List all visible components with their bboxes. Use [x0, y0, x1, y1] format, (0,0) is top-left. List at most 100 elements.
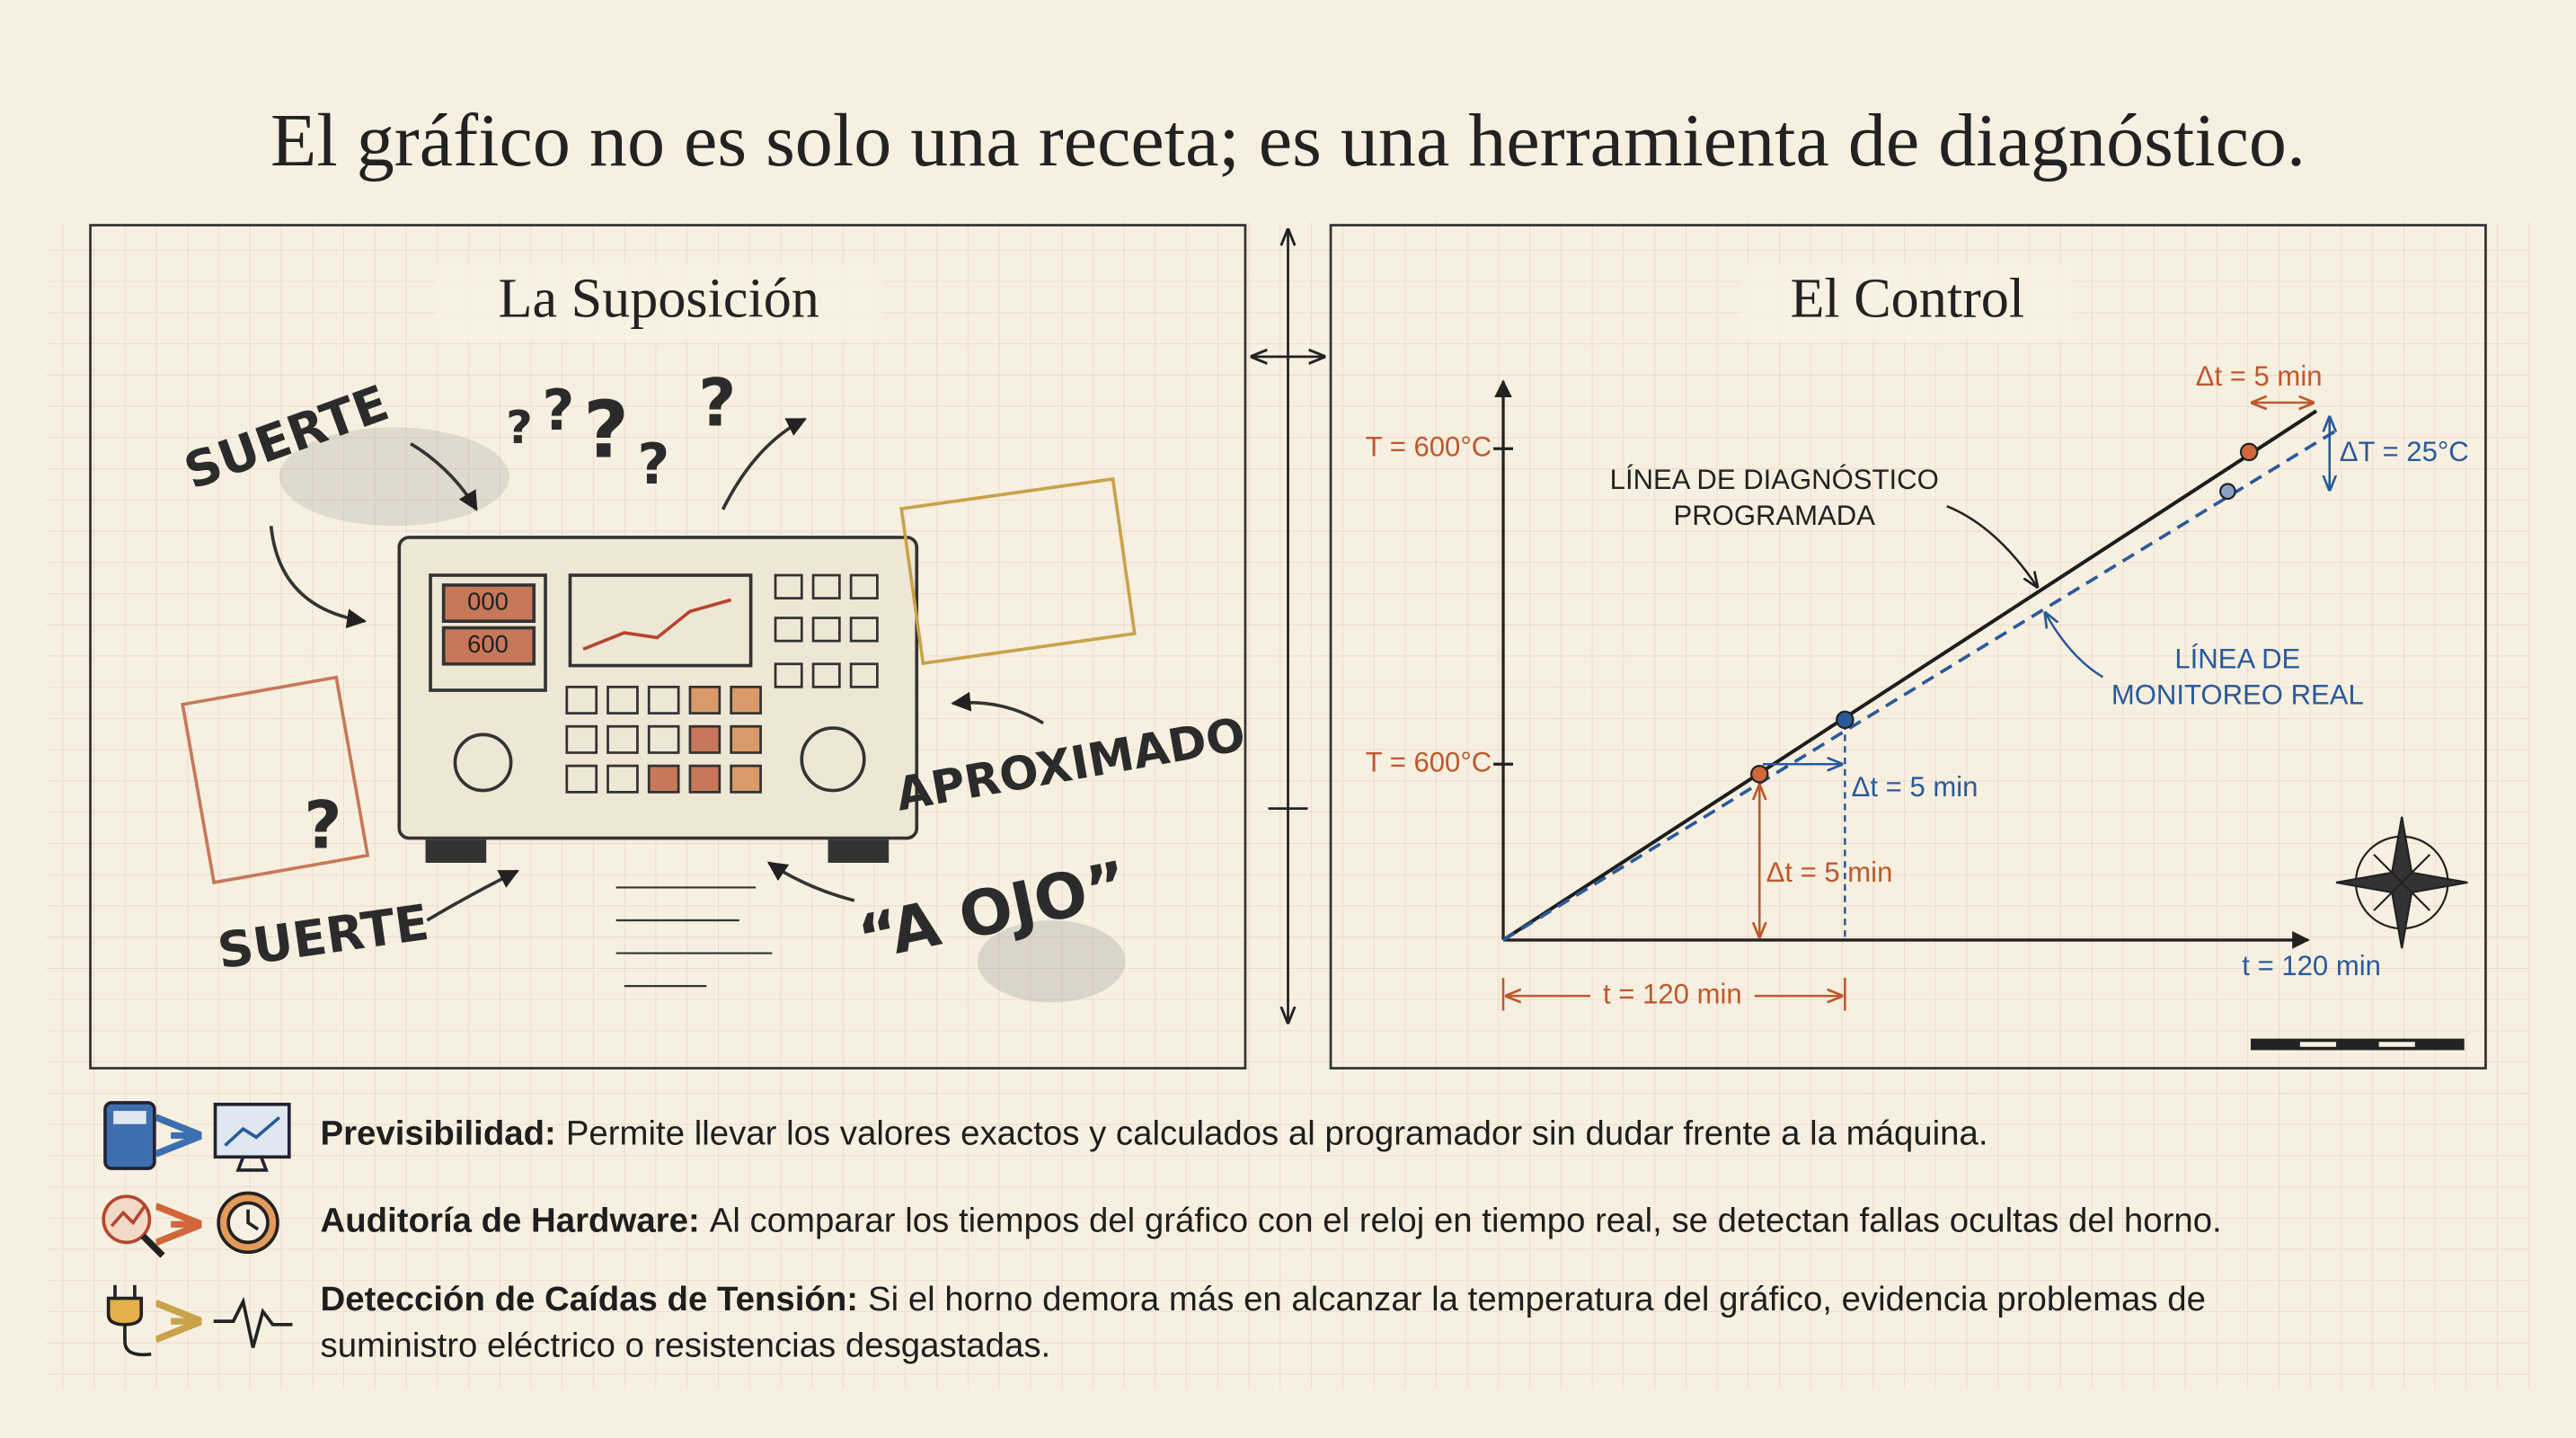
decoration [849, 617, 879, 643]
decoration [800, 726, 866, 793]
axes [1493, 379, 2310, 949]
decoration [279, 427, 509, 527]
temp-label: T = 600°C [1366, 746, 1492, 777]
decoration [2299, 1042, 2337, 1047]
decoration [2373, 854, 2431, 911]
line-label: MONITOREO REAL [2111, 679, 2364, 711]
decoration [730, 685, 762, 715]
decoration [410, 442, 478, 511]
decoration [1741, 262, 2074, 342]
decoration [849, 573, 879, 599]
delta-label: Δt = 5 min [1852, 771, 1978, 803]
decoration [110, 1205, 146, 1228]
decoration [811, 573, 841, 599]
decoration [1836, 710, 1855, 730]
delta-label: ΔT = 25°C [2340, 436, 2469, 467]
question-mark: ? [506, 401, 533, 455]
bullet-term: Previsibilidad: [321, 1114, 556, 1153]
bullet-text: suministro eléctrico o resistencias desg… [321, 1327, 1051, 1365]
bullet-term: Detección de Caídas de Tensión: [321, 1280, 859, 1318]
decoration [899, 476, 1137, 666]
decoration [425, 839, 487, 863]
decoration [2045, 613, 2104, 679]
decoration [123, 1324, 152, 1357]
divider [1252, 230, 1323, 1022]
question-mark: ? [583, 385, 629, 476]
decoration [730, 724, 762, 754]
decoration [811, 662, 841, 688]
decoration [106, 1284, 144, 1327]
panel-title: La Suposición [499, 269, 819, 330]
decoration [213, 1296, 293, 1348]
decoration [774, 662, 803, 688]
decoration [89, 224, 1247, 1070]
decoration [688, 764, 721, 794]
question-mark: ? [304, 787, 341, 864]
decoration [721, 417, 807, 510]
decoration [774, 573, 803, 599]
display-text: 600 [467, 630, 509, 658]
decoration [565, 724, 598, 754]
display-text: 000 [467, 587, 509, 615]
decoration [730, 764, 762, 794]
decoration [647, 764, 680, 794]
time-label: t = 120 min [1603, 978, 1742, 1009]
decoration [615, 886, 773, 988]
decoration [224, 1116, 281, 1147]
bullet-text: Si el horno demora más en alcanzar la te… [868, 1280, 2206, 1318]
decoration [453, 732, 513, 793]
decoration [235, 1156, 269, 1172]
question-mark: ? [637, 431, 669, 497]
decoration [606, 724, 639, 754]
decoration [429, 573, 547, 692]
bullet: Previsibilidad: Permite llevar los valore… [321, 1114, 1988, 1153]
decoration [441, 583, 536, 624]
decoration [582, 598, 732, 651]
decoration [140, 1233, 165, 1258]
line-label: PROGRAMADA [1673, 500, 1875, 531]
decoration [1329, 224, 2487, 1070]
decoration [766, 861, 855, 902]
decoration [2250, 1038, 2465, 1051]
decoration [565, 764, 598, 794]
decoration [441, 626, 536, 666]
points [1750, 442, 2259, 784]
annotations [1501, 403, 2330, 1011]
panel-title: El Control [1790, 269, 2024, 330]
bullet-list: Previsibilidad: Permite llevar los valore… [321, 1114, 2222, 1365]
bullet: Auditoría de Hardware: Al comparar los ti… [321, 1202, 2222, 1240]
temp-label: T = 600°C [1366, 431, 1492, 462]
bullet-icons [102, 1101, 293, 1357]
programmed-line [1501, 409, 2318, 942]
decoration [849, 662, 879, 688]
bullet-term: Auditoría de Hardware: [321, 1202, 700, 1240]
decoration [2378, 1042, 2415, 1047]
decoration [977, 919, 1126, 1003]
decoration [647, 724, 680, 754]
left-panel: La Suposición SUERTE APROXIMADO “A OJO” … [89, 224, 1250, 1070]
decoration [435, 262, 882, 342]
decoration [269, 525, 367, 629]
decoration [606, 764, 639, 794]
decoration [426, 869, 519, 922]
decoration [565, 685, 598, 715]
decoration [647, 685, 680, 715]
decoration [1750, 765, 1769, 784]
decoration: T = 600°C T = 600°C LÍNEA DE DIAGNÓSTICO… [1366, 360, 2469, 1009]
decoration [113, 1111, 146, 1124]
decoration [774, 617, 803, 643]
decoration [565, 573, 879, 794]
bullet-text: Permite llevar los valores exactos y cal… [566, 1114, 1988, 1153]
decoration [2239, 442, 2259, 462]
page-title: El gráfico no es solo una receta; es una… [270, 99, 2306, 182]
question-mark: ? [542, 377, 574, 443]
decoration [246, 1209, 260, 1231]
decoration [181, 675, 370, 885]
line-label: LÍNEA DE [2174, 643, 2300, 674]
real-line [1502, 429, 2338, 942]
delta-label: Δt = 5 min [2196, 360, 2323, 392]
decoration [951, 691, 1045, 725]
